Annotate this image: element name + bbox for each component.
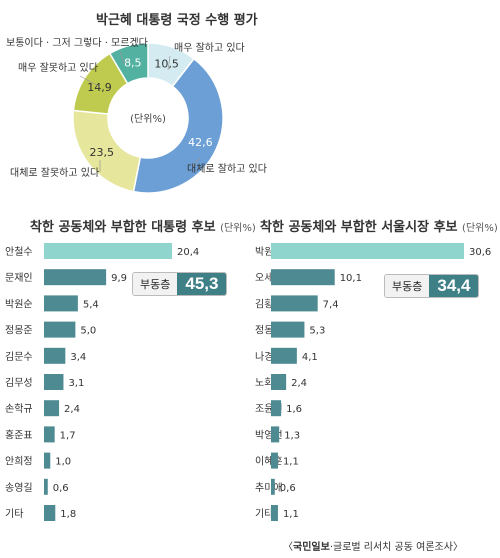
pie-category-label-0: 매우 잘하고 있다 [174,41,245,54]
pie-category-label-3: 매우 잘못하고 있다 [18,61,98,74]
left-bar-2 [44,295,78,312]
left-category-label-10: 기타 [5,508,23,520]
right-value-label-5: 2,4 [291,378,307,389]
right-value-label-4: 4,1 [302,352,318,363]
donut-chart-title: 박근혜 대통령 국정 수행 평가 [96,13,258,28]
pie-center-unit: (단위%) [130,112,166,125]
donut-chart: 10,5 매우 잘하고 있다 42,6 대체로 잘하고 있다 23,5 대체로 잘못하고 … [6,36,267,194]
left-value-label-7: 1,7 [60,430,76,441]
left-category-label-0: 안철수 [5,246,33,258]
left-value-label-9: 0,6 [53,483,69,494]
left-value-label-6: 2,4 [64,404,80,415]
left-value-label-2: 5,4 [83,299,99,310]
right-bar-2 [271,295,318,312]
pie-leader-line-0 [167,55,171,71]
left-undecided-badge: 부동층 45,3 [132,272,228,296]
left-value-label-8: 1,0 [55,457,71,468]
right-value-label-10: 1,1 [283,509,299,520]
left-value-label-10: 1,8 [60,509,76,520]
left-undecided-label: 부동층 [133,273,178,295]
left-bar-1 [44,269,107,286]
left-category-label-4: 김문수 [5,351,33,363]
pie-leader-line-3 [79,75,101,88]
right-bar-6 [271,400,282,417]
left-value-label-0: 20,4 [177,247,199,258]
pie-category-label-1: 대체로 잘하고 있다 [187,162,267,175]
right-undecided-label: 부동층 [385,275,430,297]
left-category-label-7: 홍준표 [5,428,33,441]
right-value-label-2: 7,4 [323,299,339,310]
right-category-label-9: 추미애 [255,482,283,494]
pie-slice-1 [132,57,224,194]
right-bar-3 [271,321,305,338]
right-value-label-3: 5,3 [309,326,325,337]
right-value-label-8: 1,1 [283,457,299,468]
right-chart-unit: (단위%) [462,223,498,234]
left-bar-9 [44,478,48,495]
left-category-label-3: 정몽준 [5,325,33,337]
right-value-label-9: 0,6 [280,483,296,494]
left-bar-chart-title: 착한 공동체와 부합한 대통령 후보 (단위%) [30,216,256,235]
left-bar-10 [44,505,56,521]
left-bar-3 [44,321,76,338]
left-chart-unit: (단위%) [220,223,256,234]
left-bar-6 [44,400,60,417]
right-bar-9 [271,478,275,495]
right-category-label-8: 이혜훈 [255,455,283,468]
left-value-label-5: 3,1 [68,378,84,389]
left-bar-7 [44,426,55,443]
left-category-label-8: 안희정 [5,456,33,468]
right-bar-0 [271,243,464,259]
pie-slice-4 [108,42,149,85]
right-category-label-10: 기타 [255,508,273,520]
pie-value-label-0: 10,5 [154,58,179,71]
left-category-label-1: 문재인 [5,272,33,284]
left-value-label-4: 3,4 [70,352,86,363]
right-value-label-6: 1,6 [286,404,302,415]
right-undecided-badge: 부동층 34,4 [384,274,480,298]
right-value-label-1: 10,1 [340,273,362,284]
left-bar-0 [44,243,172,259]
right-bar-7 [271,426,280,443]
left-category-label-2: 박원순 [5,298,33,310]
left-category-label-6: 손학규 [5,403,33,415]
left-undecided-value: 45,3 [177,273,227,295]
left-category-label-5: 김무성 [5,377,33,389]
left-chart-title-text: 착한 공동체와 부합한 대통령 후보 [30,220,216,235]
left-value-label-3: 5,0 [80,326,96,337]
right-bar-chart-title: 착한 공동체와 부합한 서울시장 후보 (단위%) [260,216,498,235]
right-value-label-7: 1,3 [284,430,300,441]
left-category-label-9: 송영길 [5,481,33,494]
right-bar-1 [271,269,335,286]
pie-value-label-3: 14,9 [87,81,112,94]
left-bar-8 [44,452,51,469]
right-undecided-value: 34,4 [429,275,479,297]
source-credit: 〈국민일보·글로벌 리서치 공동 여론조사〉 [283,542,463,553]
pie-value-label-2: 23,5 [90,146,115,159]
source-brand: 국민일보 [293,542,330,553]
right-bar-5 [271,374,287,390]
left-bar-chart: 안철수 20,4 문재인 9,9 박원순 5,4 정몽준 5,0 김문수 3,4 김무성 3,1 손학규… [5,243,199,521]
pie-leader-line-1 [191,157,201,167]
right-chart-title-text: 착한 공동체와 부합한 서울시장 후보 [260,220,458,235]
pie-value-label-4: 8,5 [124,57,142,70]
left-bar-4 [44,347,66,364]
source-text: ·글로벌 리서치 공동 여론조사 [329,542,453,553]
pie-category-label-4: 보통이다 · 그저 그렇다 · 모르겠다 [6,36,148,49]
right-bar-8 [271,452,278,469]
right-bar-4 [271,347,297,364]
left-bar-5 [44,374,64,390]
pie-value-label-1: 42,6 [188,136,213,149]
right-bar-10 [271,505,278,521]
left-value-label-1: 9,9 [111,273,127,284]
right-value-label-0: 30,6 [469,247,491,258]
pie-leader-line-4 [119,50,125,65]
pie-category-label-2: 대체로 잘못하고 있다 [10,166,99,179]
